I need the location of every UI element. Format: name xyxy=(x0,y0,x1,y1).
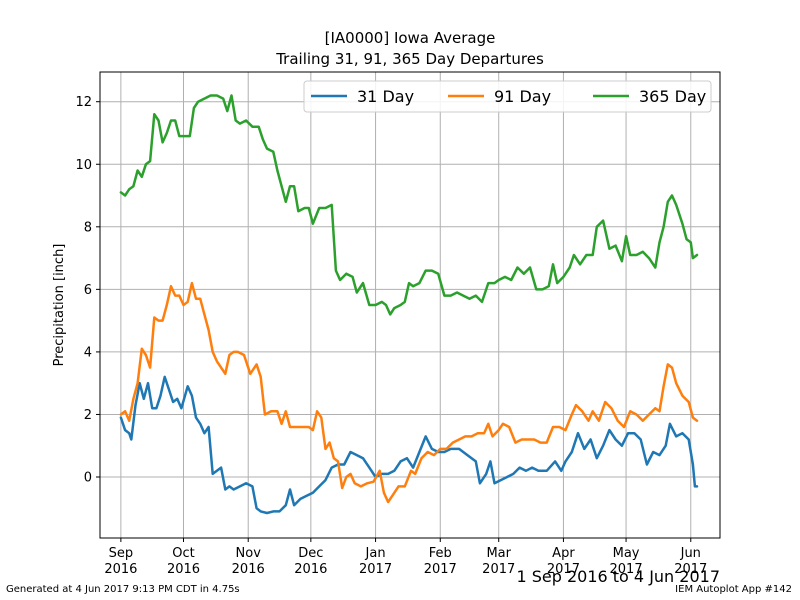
y-axis-label: Precipitation [inch] xyxy=(52,244,67,367)
x-tick-label-month: Jan xyxy=(365,546,386,561)
series-line-365-day xyxy=(119,94,699,316)
legend: 31 Day 91 Day 365 Day xyxy=(303,80,712,113)
series-line-91-day xyxy=(119,281,699,504)
x-tick-label-month: Nov xyxy=(236,546,262,561)
y-tick-label: 10 xyxy=(75,158,92,173)
date-range-note: 1 Sep 2016 to 4 Jun 2017 xyxy=(516,567,720,586)
x-tick-label-year: 2017 xyxy=(547,562,580,577)
y-tick-label: 0 xyxy=(84,471,92,486)
x-tick-label-year: 2017 xyxy=(424,562,457,577)
x-tick-label-year: 2017 xyxy=(610,562,643,577)
legend-label: 365 Day xyxy=(639,87,706,106)
x-tick-label-month: Feb xyxy=(429,546,452,561)
x-tick-label-month: Mar xyxy=(486,546,511,561)
x-tick-label-year: 2017 xyxy=(359,562,392,577)
x-tick-label-month: May xyxy=(613,546,640,561)
generated-footer: Generated at 4 Jun 2017 9:13 PM CDT in 4… xyxy=(6,584,240,595)
plot-frame xyxy=(99,71,721,539)
grid-lines xyxy=(100,72,720,538)
x-tick-label-month: Jun xyxy=(680,546,701,561)
y-tick-label: 2 xyxy=(84,408,92,423)
x-tick-label-year: 2016 xyxy=(104,562,137,577)
y-axis-ticks: 0 2 4 6 8 10 12 xyxy=(75,95,100,486)
y-tick-label: 4 xyxy=(84,345,92,360)
x-tick-label-month: Apr xyxy=(552,546,575,561)
legend-label: 91 Day xyxy=(494,87,551,106)
y-tick-label: 12 xyxy=(75,95,92,110)
x-tick-label-month: Dec xyxy=(298,546,323,561)
x-axis-ticks: Sep2016Oct2016Nov2016Dec2016Jan2017Feb20… xyxy=(104,538,707,577)
chart-title-line2: Trailing 31, 91, 365 Day Departures xyxy=(275,50,544,68)
series-lines xyxy=(119,94,699,515)
series-line-31-day xyxy=(119,375,699,515)
x-tick-label-year: 2016 xyxy=(294,562,327,577)
x-tick-label-year: 2016 xyxy=(167,562,200,577)
x-tick-label-year: 2017 xyxy=(482,562,515,577)
chart-title-line1: [IA0000] Iowa Average xyxy=(325,29,496,47)
y-tick-label: 6 xyxy=(84,283,92,298)
legend-label: 31 Day xyxy=(357,87,414,106)
x-tick-label-year: 2016 xyxy=(232,562,265,577)
x-tick-label-year: 2017 xyxy=(674,562,707,577)
x-tick-label-month: Oct xyxy=(172,546,194,561)
y-tick-label: 8 xyxy=(84,220,92,235)
x-tick-label-month: Sep xyxy=(109,546,134,561)
legend-box xyxy=(303,80,712,113)
app-footer: IEM Autoplot App #142 xyxy=(675,584,792,595)
